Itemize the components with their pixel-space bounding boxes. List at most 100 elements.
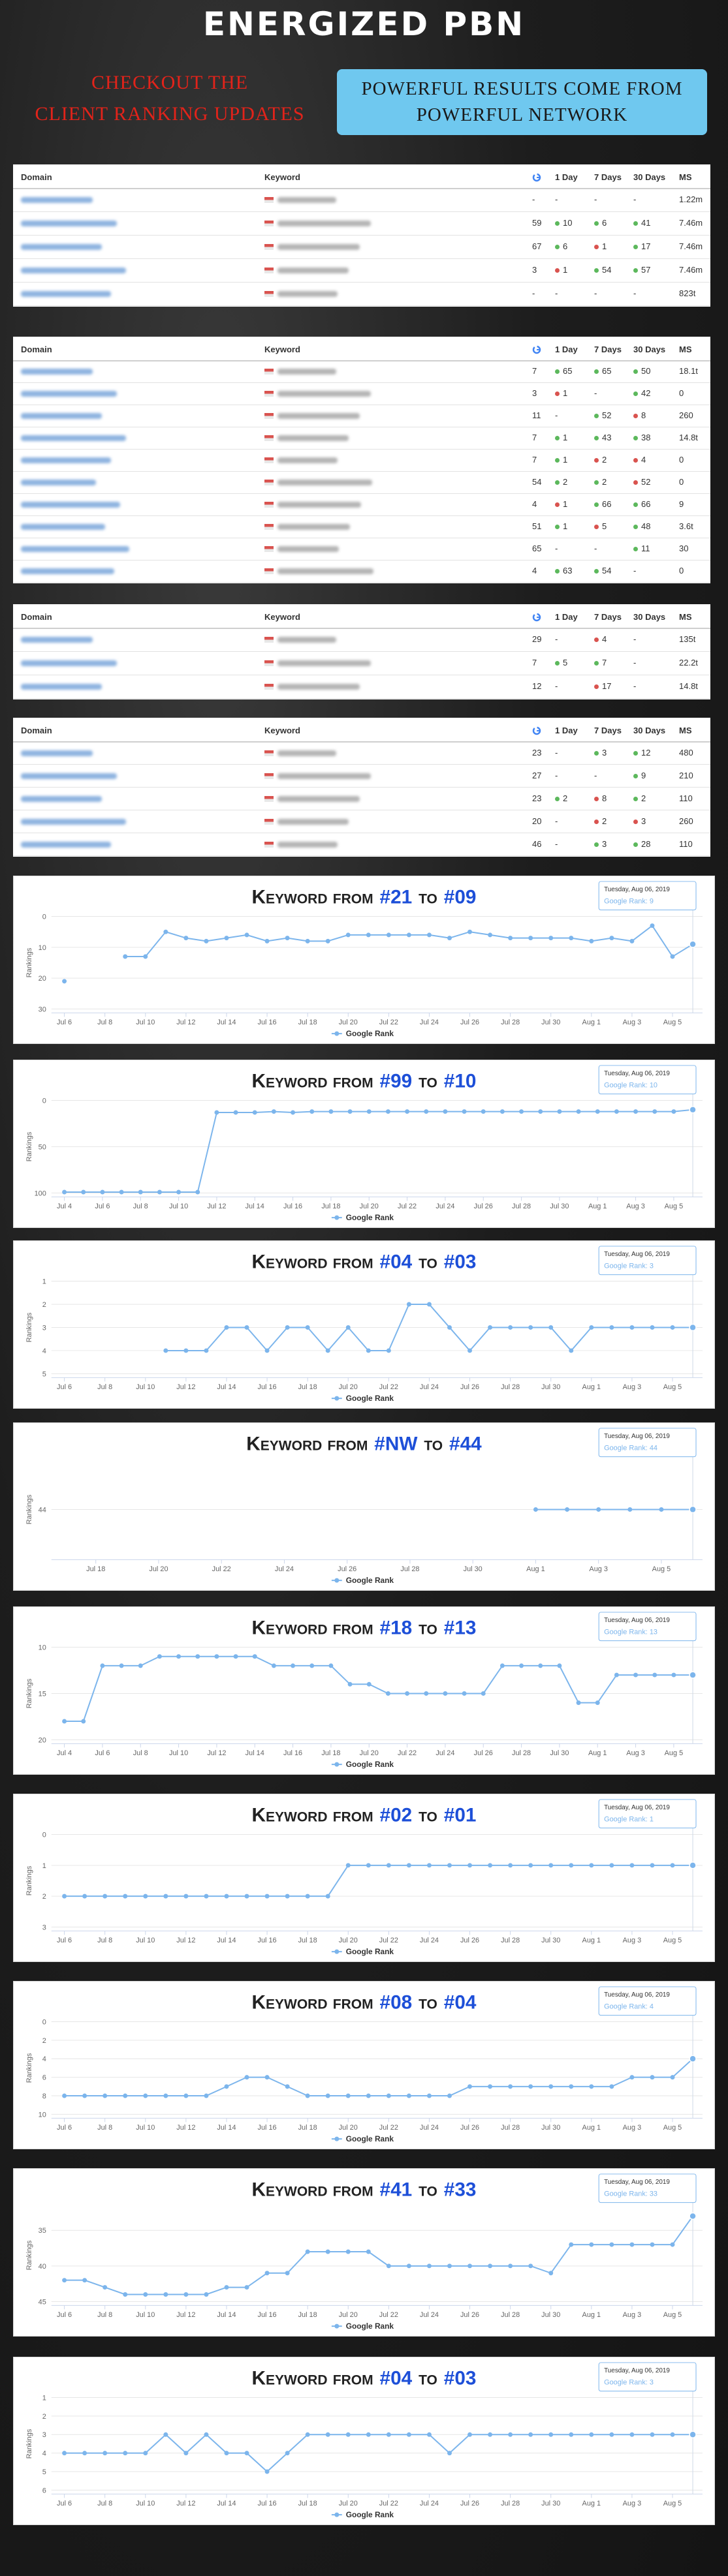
rank-change: 43: [594, 427, 611, 449]
google-rank: 27: [532, 771, 542, 780]
tooltip-box: [598, 1986, 697, 2016]
x-tick-label: Jul 12: [176, 1383, 195, 1391]
data-point: [548, 1325, 554, 1330]
column-header: MS: [679, 172, 692, 182]
data-point: [670, 1863, 675, 1868]
x-tick-label: Jul 4: [57, 1203, 72, 1210]
data-point: [519, 1109, 524, 1114]
change-dot: [555, 268, 560, 273]
chart-title: Keyword from #08 to #04: [252, 1992, 477, 2014]
data-point: [82, 2451, 87, 2456]
tooltip-date: Tuesday, Aug 06, 2019: [604, 1617, 670, 1624]
title-part: to: [419, 2179, 437, 2201]
keyword-flag: [264, 369, 274, 375]
x-tick-label: Jul 8: [97, 2500, 112, 2507]
blurred-keyword: [277, 818, 349, 825]
change-value: -: [555, 634, 558, 644]
x-tick-label: Jul 28: [501, 1019, 520, 1026]
data-point: [62, 1189, 67, 1195]
table-row: 46 - 3 28 110: [13, 833, 710, 856]
table-row: 23 - 3 12 480: [13, 741, 710, 765]
chart-card: Keyword from #41 to #33 Rankings 35 40 45 Jul 6 J…: [13, 2168, 715, 2337]
ranking-table: Domain Keyword 1 Day 7 Days 30 Days MS 29 - 4 - 13…: [13, 604, 710, 699]
keyword-flag: [264, 773, 274, 779]
data-point: [386, 932, 391, 938]
blurred-keyword: [277, 524, 350, 530]
x-tick-label: Jul 14: [245, 1203, 264, 1210]
change-dot: [594, 569, 599, 574]
rank-change: 8: [633, 405, 646, 427]
blurred-keyword: [277, 435, 349, 441]
change-value: -: [594, 194, 597, 204]
data-point: [609, 2084, 614, 2089]
rank-change: -: [633, 188, 636, 211]
data-point: [650, 2242, 655, 2247]
change-value: -: [633, 681, 637, 691]
x-tick-label: Jul 20: [149, 1565, 168, 1573]
tooltip-box: [598, 1799, 697, 1829]
column-header: Domain: [21, 172, 52, 182]
data-point: [508, 2084, 513, 2089]
keyword-flag: [264, 244, 274, 250]
change-value: 1: [563, 499, 568, 509]
data-point: [488, 2263, 493, 2269]
x-tick-label: Jul 14: [217, 2311, 236, 2319]
data-point: [244, 1325, 249, 1330]
x-tick-label: Jul 12: [176, 2500, 195, 2507]
rank-change: 38: [633, 427, 650, 449]
x-tick-label: Jul 8: [97, 2311, 112, 2319]
tooltip-box: [598, 1428, 697, 1458]
x-tick-label: Jul 24: [420, 2311, 439, 2319]
change-dot: [633, 414, 638, 419]
change-dot: [594, 414, 599, 419]
table-row: 3 1 54 57 7.46m: [13, 258, 710, 283]
data-point: [224, 2451, 229, 2456]
chart-card: Keyword from #99 to #10 Rankings 0 50 100 Jul 4 J…: [13, 1060, 715, 1228]
y-axis-label: Rankings: [25, 1494, 33, 1524]
chart: Keyword from #NW to #44 Rankings 44 Jul 18 Jul …: [25, 1428, 703, 1585]
x-tick-label: Jul 8: [133, 1203, 148, 1210]
tooltip-date: Tuesday, Aug 06, 2019: [604, 2179, 670, 2186]
data-point: [589, 1863, 594, 1868]
x-tick-label: Jul 6: [95, 1749, 110, 1757]
data-point: [595, 1109, 600, 1114]
y-axis-label: Rankings: [25, 1131, 33, 1161]
change-value: -: [633, 288, 637, 298]
data-point: [119, 1189, 124, 1195]
data-point: [252, 1654, 257, 1659]
blurred-domain: [21, 795, 102, 802]
change-dot: [633, 797, 638, 802]
tooltip-text: Google Rank: 33: [604, 2190, 657, 2198]
rank-change: 11: [633, 538, 650, 560]
title-part: Keyword from: [252, 887, 373, 908]
x-tick-label: Jul 20: [339, 2311, 358, 2319]
x-tick-label: Jul 16: [258, 2124, 277, 2132]
change-dot: [633, 820, 638, 825]
blurred-keyword: [277, 291, 338, 297]
table-row: 4 63 54 - 0: [13, 560, 710, 583]
data-point: [447, 2093, 452, 2098]
x-tick-label: Jul 20: [360, 1203, 379, 1210]
tooltip-text: Google Rank: 4: [604, 2003, 654, 2011]
data-point: [629, 1863, 635, 1868]
data-point: [447, 2451, 452, 2456]
y-tick-label: 10: [39, 2111, 46, 2119]
data-point: [285, 2451, 290, 2456]
change-dot: [633, 525, 638, 530]
data-point: [325, 2093, 330, 2098]
data-point: [589, 2432, 594, 2437]
x-tick-label: Jul 6: [57, 2500, 72, 2507]
rank-change: 63: [555, 560, 572, 582]
x-tick-label: Jul 28: [512, 1203, 531, 1210]
y-tick-label: 2: [42, 1301, 46, 1309]
data-point: [481, 1691, 486, 1696]
x-tick-label: Jul 22: [379, 1383, 398, 1391]
data-point: [204, 2292, 209, 2297]
chart: Keyword from #08 to #04 Rankings 0 2 4 6 8 10 Jul 6…: [25, 1986, 703, 2143]
change-value: 6: [602, 218, 607, 228]
keyword-flag: [264, 546, 274, 552]
y-tick-label: 4: [42, 2450, 46, 2458]
data-point: [285, 1325, 290, 1330]
chart: Keyword from #99 to #10 Rankings 0 50 100 Jul 4 J…: [25, 1065, 703, 1222]
title-part: Keyword from: [252, 1805, 373, 1826]
